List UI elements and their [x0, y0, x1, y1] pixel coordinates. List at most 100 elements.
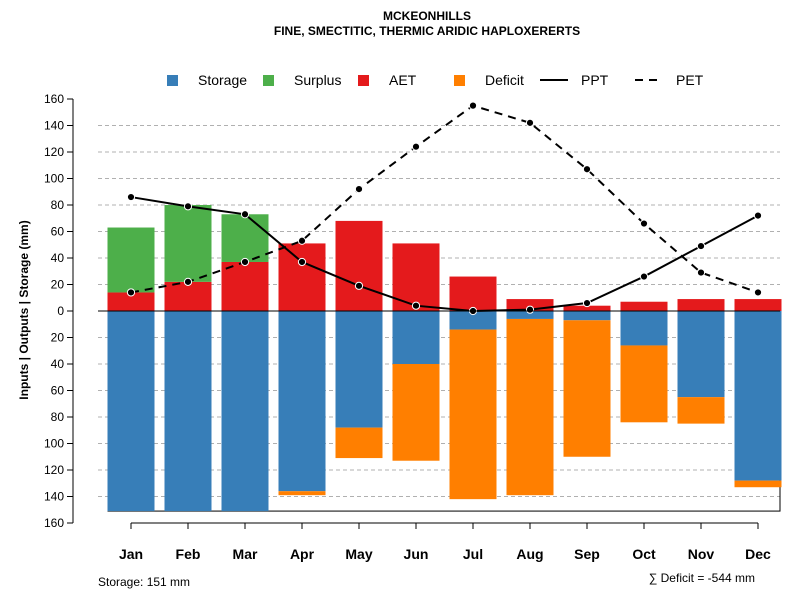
y-tick-label: 100	[44, 437, 64, 451]
y-tick-label: 140	[44, 119, 64, 133]
y-tick-label: 160	[44, 516, 64, 530]
bar-deficit	[734, 480, 782, 488]
bar-deficit	[620, 345, 668, 423]
point-pet	[126, 288, 136, 297]
month-label-jul: Jul	[463, 546, 483, 562]
bar-surplus	[164, 205, 212, 282]
legend-label-deficit: Deficit	[485, 72, 524, 88]
y-tick-label: 80	[51, 198, 65, 212]
bar-storage	[164, 311, 212, 512]
point-pet	[354, 185, 364, 194]
month-label-may: May	[345, 546, 372, 562]
y-tick-label: 100	[44, 172, 64, 186]
y-tick-label: 0	[57, 304, 64, 318]
bar-deficit	[677, 397, 725, 424]
chart-title: MCKEONHILLS	[383, 9, 471, 23]
bar-aet	[677, 299, 725, 311]
y-tick-label: 20	[51, 331, 65, 345]
bar-storage	[734, 311, 782, 481]
point-pet	[753, 288, 763, 297]
month-label-apr: Apr	[290, 546, 315, 562]
point-ppt	[240, 210, 250, 219]
bar-aet	[563, 305, 611, 311]
legend-label-storage: Storage	[198, 72, 247, 88]
bar-aet	[449, 276, 497, 311]
point-pet	[525, 118, 535, 127]
bar-storage	[392, 311, 440, 364]
bar-storage	[506, 311, 554, 319]
point-pet	[639, 219, 649, 228]
month-label-aug: Aug	[516, 546, 543, 562]
legend-swatch-aet	[358, 75, 369, 86]
legend-label-surplus: Surplus	[294, 72, 341, 88]
month-label-mar: Mar	[233, 546, 258, 562]
month-label-oct: Oct	[632, 546, 656, 562]
axes-group: 160 140 120 100 80 60 40 20 0 20 40 60 80 100 120 140 16…	[44, 92, 780, 562]
legend-label-aet: AET	[389, 72, 417, 88]
point-pet	[183, 277, 193, 286]
y-tick-label: 40	[51, 357, 65, 371]
legend-label-ppt: PPT	[581, 72, 609, 88]
point-ppt	[525, 305, 535, 314]
bar-storage	[335, 311, 383, 428]
point-ppt	[639, 272, 649, 281]
bar-deficit	[506, 318, 554, 496]
y-tick-label: 40	[51, 251, 65, 265]
month-label-sep: Sep	[574, 546, 600, 562]
bar-deficit	[449, 329, 497, 500]
bar-aet	[620, 301, 668, 311]
point-ppt	[411, 301, 421, 310]
month-label-dec: Dec	[745, 546, 771, 562]
bar-storage	[620, 311, 668, 346]
y-tick-label: 80	[51, 410, 65, 424]
point-ppt	[696, 241, 706, 251]
legend-swatch-deficit	[454, 75, 465, 86]
bar-deficit	[563, 320, 611, 457]
point-ppt	[354, 281, 364, 290]
bar-storage	[449, 311, 497, 330]
bar-aet	[734, 299, 782, 311]
month-label-feb: Feb	[176, 546, 201, 562]
y-tick-label: 120	[44, 145, 64, 159]
legend-swatch-surplus	[263, 75, 274, 86]
y-tick-label: 60	[51, 225, 65, 239]
bar-storage	[107, 311, 155, 512]
bar-surplus	[107, 227, 155, 293]
point-pet	[582, 165, 592, 174]
bar-aet	[164, 281, 212, 311]
chart-subtitle: FINE, SMECTITIC, THERMIC ARIDIC HAPLOXER…	[274, 24, 580, 38]
point-ppt	[126, 192, 136, 202]
deficit-note: ∑ Deficit = -544 mm	[649, 571, 755, 585]
bars-group	[107, 205, 782, 512]
point-pet	[240, 257, 250, 267]
bar-deficit	[392, 364, 440, 461]
bar-storage	[278, 311, 326, 492]
bar-aet	[107, 292, 155, 311]
point-ppt	[297, 257, 307, 267]
bar-storage	[563, 311, 611, 321]
point-ppt	[582, 298, 592, 308]
bar-aet	[221, 261, 269, 311]
month-label-jan: Jan	[119, 546, 143, 562]
y-tick-label: 160	[44, 92, 64, 106]
point-ppt	[753, 211, 763, 220]
y-tick-label: 140	[44, 490, 64, 504]
bar-deficit	[278, 491, 326, 496]
bar-deficit	[335, 427, 383, 459]
bar-surplus	[221, 214, 269, 262]
line-ppt	[130, 196, 759, 313]
legend-label-pet: PET	[676, 72, 704, 88]
point-pet	[411, 142, 421, 151]
point-pet	[297, 236, 307, 245]
legend: Storage Surplus AET Deficit PPT PET	[167, 72, 704, 88]
month-label-nov: Nov	[688, 546, 715, 562]
point-pet	[696, 268, 706, 277]
y-tick-label: 120	[44, 463, 64, 477]
bar-aet	[335, 220, 383, 311]
point-pet	[468, 101, 478, 110]
bar-storage	[221, 311, 269, 512]
bar-storage	[677, 311, 725, 398]
bar-aet	[506, 299, 554, 311]
line-pet	[130, 104, 759, 294]
